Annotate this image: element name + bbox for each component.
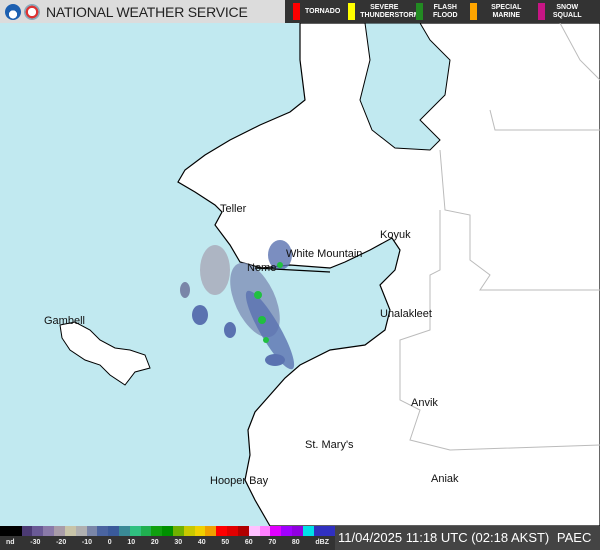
scale-color xyxy=(162,526,173,536)
place-label: Gambell xyxy=(44,315,85,327)
scale-color xyxy=(86,526,98,536)
warning-tornado: TORNADO xyxy=(293,3,340,20)
warning-swatch xyxy=(293,3,300,20)
scale-tick: 50 xyxy=(221,539,230,546)
scale-color xyxy=(43,526,55,536)
header: NATIONAL WEATHER SERVICE TORNADO SEVERE T… xyxy=(0,0,600,23)
app-title: NATIONAL WEATHER SERVICE xyxy=(46,3,248,20)
place-label: White Mountain xyxy=(286,248,363,260)
scale-color xyxy=(216,526,228,536)
warning-swatch xyxy=(470,3,478,20)
road xyxy=(254,267,331,273)
scale-color xyxy=(291,526,303,536)
place-label: Hooper Bay xyxy=(210,475,269,487)
scale-tick: 20 xyxy=(150,539,159,546)
scale-color xyxy=(10,526,22,536)
scale-color xyxy=(194,526,206,536)
borders xyxy=(399,23,600,451)
station-id: PAEC xyxy=(556,530,592,545)
scale-color xyxy=(248,526,260,536)
scale-color xyxy=(205,526,217,536)
warning-legend: TORNADO SEVERE THUNDERSTORM FLASH FLOOD SPE… xyxy=(285,0,600,23)
brand: NATIONAL WEATHER SERVICE xyxy=(0,0,285,23)
timestamp-bar: 11/04/2025 11:18 UTC (02:18 AKST) PAEC xyxy=(335,526,600,550)
warning-severe-thunderstorm: SEVERE THUNDERSTORM xyxy=(348,3,420,20)
scale-tick: 80 xyxy=(291,539,300,546)
scale-tick: nd xyxy=(6,539,15,546)
scale-color xyxy=(302,526,314,536)
scale-color xyxy=(118,526,130,536)
scale-color xyxy=(227,526,238,536)
radar-echoes xyxy=(180,240,295,370)
scale-tick: dBZ xyxy=(315,539,329,546)
warning-label: SEVERE THUNDERSTORM xyxy=(360,3,420,19)
scale-tick: 40 xyxy=(197,539,206,546)
color-bar xyxy=(0,526,336,536)
kotzebue-sound xyxy=(359,23,451,151)
warning-label: TORNADO xyxy=(305,7,341,15)
warning-flash-flood: FLASH FLOOD xyxy=(416,3,462,20)
place-label: Koyuk xyxy=(380,229,411,241)
scale-tick: 60 xyxy=(244,539,253,546)
scale-color xyxy=(259,526,271,536)
noaa-logo xyxy=(5,3,21,20)
scale-color xyxy=(237,526,249,536)
scale-color xyxy=(97,526,109,536)
scale-color xyxy=(54,526,65,536)
radar-map[interactable] xyxy=(0,23,600,526)
warning-label: FLASH FLOOD xyxy=(433,3,458,19)
scale-tick: 30 xyxy=(174,539,183,546)
scale-color xyxy=(64,526,76,536)
scale-color xyxy=(32,526,44,536)
scale-tick: 70 xyxy=(268,539,277,546)
scale-color xyxy=(129,526,141,536)
scale-tick: 0 xyxy=(107,539,112,546)
scale-color xyxy=(173,526,184,536)
mainland xyxy=(177,23,600,526)
warning-label: SPECIAL MARINE xyxy=(491,3,522,19)
timestamp: 11/04/2025 11:18 UTC (02:18 AKST) xyxy=(338,530,550,545)
scale-color xyxy=(183,526,195,536)
scale-color xyxy=(75,526,87,536)
scale-color xyxy=(140,526,152,536)
scale-tick: -20 xyxy=(56,539,67,546)
st-lawrence-island xyxy=(59,321,151,386)
warning-snow-squall: SNOW SQUALL xyxy=(538,3,584,20)
scale-tick: -10 xyxy=(81,539,93,546)
place-label: St. Mary's xyxy=(305,439,354,451)
scale-color xyxy=(151,526,163,536)
warning-swatch xyxy=(348,3,356,20)
place-label: Anvik xyxy=(411,397,438,409)
scale-color xyxy=(0,526,11,536)
scale-color xyxy=(108,526,119,536)
scale-color xyxy=(21,526,33,536)
place-label: Nome xyxy=(247,262,277,274)
scale-tick: 10 xyxy=(127,539,136,546)
warning-swatch xyxy=(538,3,546,20)
warning-special-marine: SPECIAL MARINE xyxy=(470,3,530,20)
place-label: Teller xyxy=(220,203,247,215)
scale-color xyxy=(270,526,282,536)
place-label: Aniak xyxy=(431,473,459,485)
warning-swatch xyxy=(416,3,424,20)
nws-logo xyxy=(24,3,40,20)
scale-color xyxy=(281,526,292,536)
scale-tick: -30 xyxy=(30,539,41,546)
warning-label: SNOW SQUALL xyxy=(552,3,582,19)
place-label: Unalakleet xyxy=(380,308,432,320)
reflectivity-scale: nd -30 -20 -10 0 10 20 30 40 50 60 70 80 dBZ xyxy=(0,526,336,550)
footer: nd -30 -20 -10 0 10 20 30 40 50 60 70 80 dBZ 11/04/20… xyxy=(0,526,600,550)
scale-ticks: nd -30 -20 -10 0 10 20 30 40 50 60 70 80 dBZ xyxy=(0,539,335,546)
scale-color xyxy=(313,526,325,536)
scale-color xyxy=(324,526,336,536)
